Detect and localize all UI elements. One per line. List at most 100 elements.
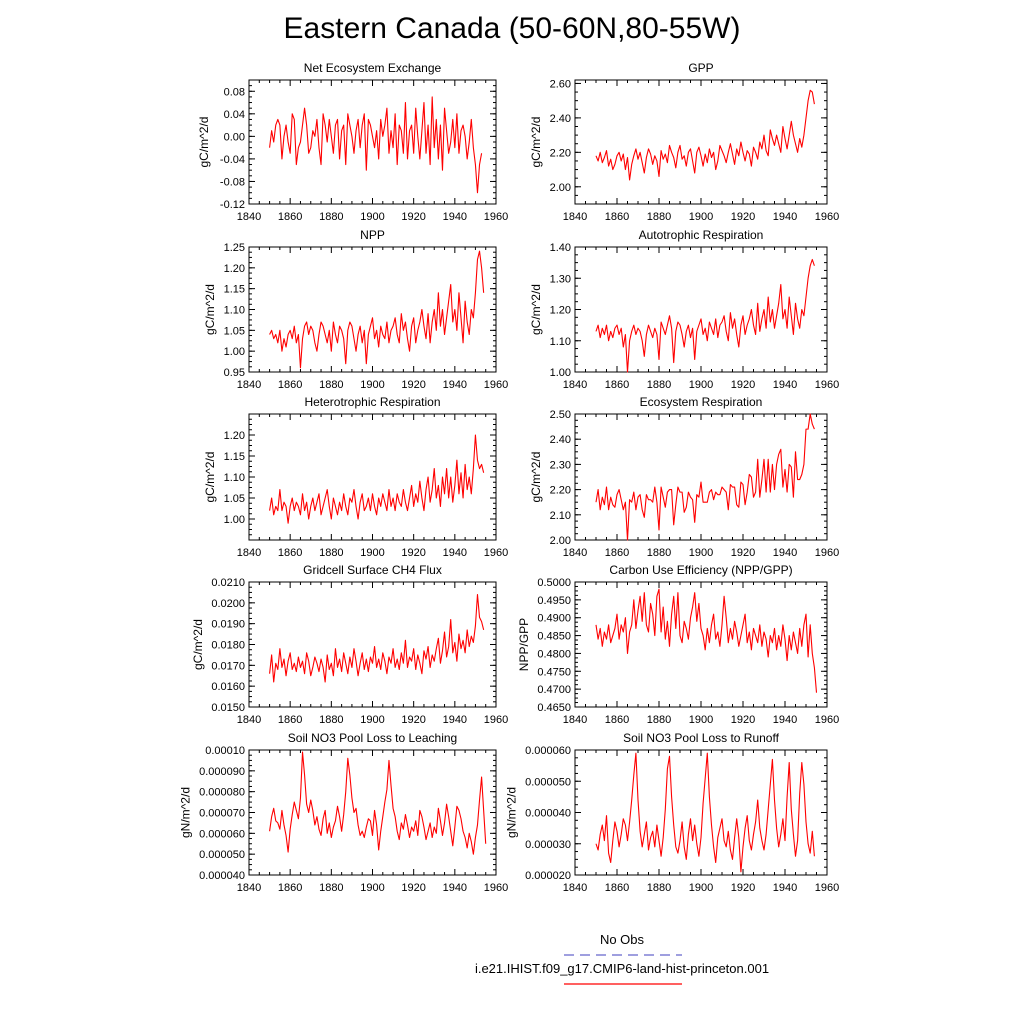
y-tick-label: 0.00 <box>224 131 245 143</box>
y-tick-label: 1.20 <box>550 305 571 317</box>
series-line <box>269 96 483 194</box>
y-tick-label: 2.20 <box>550 485 571 497</box>
x-tick-label: 1880 <box>319 547 343 559</box>
plot-frame <box>248 79 497 205</box>
y-tick-label: 1.20 <box>224 430 245 442</box>
y-axis-label: gC/m^2/d <box>197 117 211 168</box>
chart-title: Net Ecosystem Exchange <box>304 61 442 75</box>
series-line <box>595 413 815 541</box>
x-tick-label: 1880 <box>319 379 343 391</box>
y-tick-label: 1.05 <box>224 493 245 505</box>
x-tick-label: 1920 <box>731 547 755 559</box>
y-axis-label: gC/m^2/d <box>529 117 543 168</box>
chart-title: Soil NO3 Pool Loss to Runoff <box>623 731 780 745</box>
y-tick-label: 0.000070 <box>199 808 245 820</box>
x-tick-label: 1840 <box>237 379 261 391</box>
y-tick-label: 0.000040 <box>525 808 571 820</box>
y-tick-label: -0.04 <box>220 154 245 166</box>
x-tick-label: 1900 <box>360 882 384 894</box>
x-tick-label: 1840 <box>563 882 587 894</box>
x-tick-label: 1900 <box>689 379 713 391</box>
series-line <box>269 434 485 524</box>
chart-title: Ecosystem Respiration <box>640 395 763 409</box>
y-axis-label: gC/m^2/d <box>203 284 217 335</box>
y-tick-label: 2.10 <box>550 510 571 522</box>
y-tick-label: 0.0210 <box>211 577 245 589</box>
y-tick-label: 1.10 <box>550 336 571 348</box>
x-tick-label: 1940 <box>773 211 797 223</box>
y-axis-label: gN/m^2/d <box>178 787 192 838</box>
y-tick-label: 0.000020 <box>525 870 571 882</box>
x-tick-label: 1840 <box>563 547 587 559</box>
chart-title: GPP <box>688 61 713 75</box>
chart-panel-2: 1840 1860 1880 1900 1920 1940 1960 2.00 2.20 2.40… <box>529 61 839 223</box>
x-tick-label: 1860 <box>605 882 629 894</box>
y-tick-label: 1.25 <box>224 242 245 254</box>
chart-title: Heterotrophic Respiration <box>304 395 440 409</box>
y-axis-label: gC/m^2/d <box>203 452 217 503</box>
y-tick-label: 0.0180 <box>211 640 245 652</box>
y-tick-label: 0.04 <box>224 109 245 121</box>
x-tick-label: 1920 <box>731 714 755 726</box>
y-tick-label: 0.0150 <box>211 702 245 714</box>
x-tick-label: 1900 <box>360 379 384 391</box>
x-tick-label: 1920 <box>401 547 425 559</box>
y-tick-label: 0.0190 <box>211 619 245 631</box>
x-tick-label: 1860 <box>278 547 302 559</box>
x-tick-label: 1880 <box>647 211 671 223</box>
y-tick-label: 0.0170 <box>211 660 245 672</box>
chart-title: Autotrophic Respiration <box>639 228 764 242</box>
y-tick-label: 2.00 <box>550 182 571 194</box>
x-tick-label: 1960 <box>484 547 508 559</box>
chart-panel-5: 1840 1860 1880 1900 1920 1940 1960 1.00 1.05 1.10… <box>203 395 508 559</box>
x-tick-label: 1840 <box>237 547 261 559</box>
x-tick-label: 1920 <box>401 714 425 726</box>
chart-panel-4: 1840 1860 1880 1900 1920 1940 1960 1.00 1.10 1.20… <box>529 228 839 391</box>
y-tick-label: -0.08 <box>220 176 245 188</box>
x-tick-label: 1860 <box>278 379 302 391</box>
y-tick-label: 0.0160 <box>211 681 245 693</box>
x-tick-label: 1860 <box>278 714 302 726</box>
y-tick-label: 0.4650 <box>537 702 571 714</box>
y-tick-label: 0.000030 <box>525 839 571 851</box>
y-tick-label: 1.30 <box>550 273 571 285</box>
y-tick-label: 1.40 <box>550 242 571 254</box>
y-tick-label: -0.12 <box>220 199 245 211</box>
x-tick-label: 1960 <box>484 211 508 223</box>
series-line <box>269 593 485 683</box>
chart-title: Soil NO3 Pool Loss to Leaching <box>288 731 457 745</box>
chart-title: Gridcell Surface CH4 Flux <box>303 563 442 577</box>
x-tick-label: 1860 <box>278 211 302 223</box>
y-tick-label: 0.95 <box>224 367 245 379</box>
x-tick-label: 1840 <box>237 211 261 223</box>
y-tick-label: 2.20 <box>550 147 571 159</box>
x-tick-label: 1940 <box>443 547 467 559</box>
legend-obs-label: No Obs <box>599 932 645 947</box>
x-tick-label: 1840 <box>237 714 261 726</box>
y-tick-label: 2.30 <box>550 459 571 471</box>
y-tick-label: 0.000050 <box>525 776 571 788</box>
x-tick-label: 1940 <box>443 211 467 223</box>
x-tick-label: 1920 <box>401 882 425 894</box>
x-tick-label: 1860 <box>605 211 629 223</box>
y-tick-label: 0.4750 <box>537 666 571 678</box>
plot-frame <box>248 246 497 373</box>
y-tick-label: 0.000080 <box>199 787 245 799</box>
y-tick-label: 2.50 <box>550 409 571 421</box>
x-tick-label: 1900 <box>360 547 384 559</box>
chart-panel-3: 1840 1860 1880 1900 1920 1940 1960 0.95 1.00 1.05… <box>203 228 508 391</box>
y-axis-label: gC/m^2/d <box>529 284 543 335</box>
chart-panel-10: 1840 1860 1880 1900 1920 1940 1960 0.000020 0.00… <box>504 731 839 894</box>
legend-model-label: i.e21.IHIST.f09_g17.CMIP6-land-hist-prin… <box>474 961 770 976</box>
x-tick-label: 1880 <box>647 714 671 726</box>
chart-panel-1: 1840 1860 1880 1900 1920 1940 1960 -0.12 -0.08 -0… <box>197 61 508 223</box>
x-tick-label: 1900 <box>689 547 713 559</box>
x-tick-label: 1900 <box>689 882 713 894</box>
y-tick-label: 0.00010 <box>205 745 245 757</box>
chart-panel-9: 1840 1860 1880 1900 1920 1940 1960 0.000040 0.00… <box>178 731 508 894</box>
y-tick-label: 2.00 <box>550 535 571 547</box>
y-axis-label: gC/m^2/d <box>529 452 543 503</box>
x-tick-label: 1900 <box>689 714 713 726</box>
chart-title: Carbon Use Efficiency (NPP/GPP) <box>609 563 792 577</box>
x-tick-label: 1880 <box>647 379 671 391</box>
